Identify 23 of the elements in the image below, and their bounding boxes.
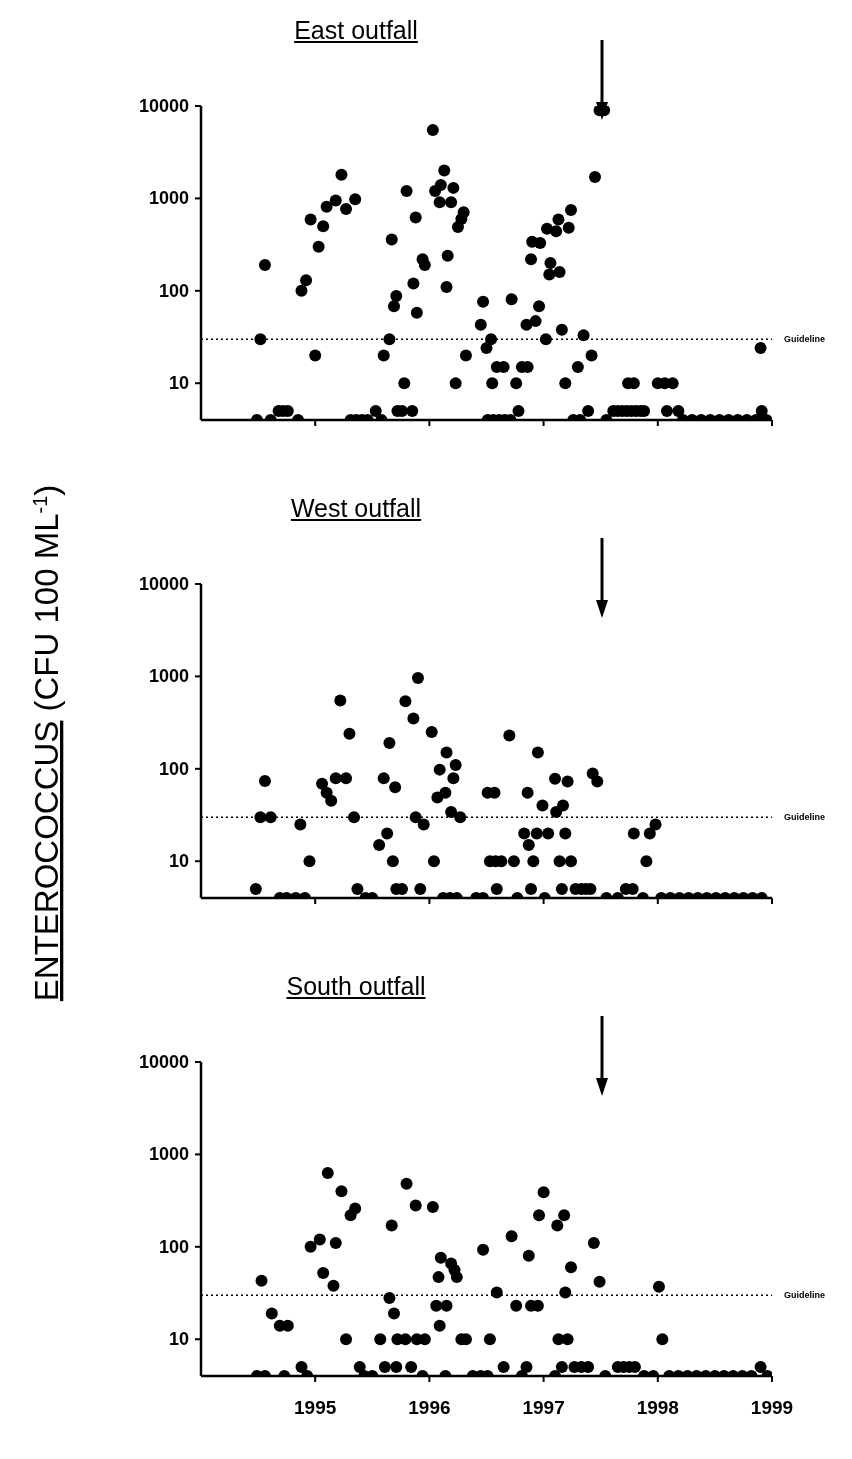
y-tick-label: 10 — [168, 1329, 189, 1350]
y-tick-label: 1000 — [148, 666, 189, 687]
y-tick-label: 10000 — [138, 574, 189, 594]
y-tick-label: 1000 — [148, 188, 189, 209]
x-tick-label: 1998 — [636, 1397, 679, 1418]
chart-title: South outfall — [285, 972, 427, 1001]
ref-line-label: Guideline — [784, 334, 826, 345]
chart-title: East outfall — [293, 16, 419, 45]
y-tick-label: 10 — [168, 851, 189, 872]
y-tick-label: 100 — [158, 1236, 189, 1257]
y-tick-label: 1000 — [148, 1144, 189, 1165]
ref-line-label: Guideline — [784, 1290, 826, 1301]
chart-title: West outfall — [289, 494, 423, 523]
x-tick-label: 1997 — [522, 1397, 565, 1418]
y-tick-label: 100 — [158, 280, 189, 301]
x-tick-label: 1995 — [294, 1397, 337, 1418]
x-tick-label: 1996 — [408, 1397, 451, 1418]
y-tick-label: 100 — [158, 758, 189, 779]
ref-line-label: Guideline — [784, 812, 826, 823]
y-tick-label: 10 — [168, 373, 189, 394]
y-tick-label: 10000 — [138, 1052, 189, 1072]
x-tick-label: 1999 — [750, 1397, 794, 1418]
y-tick-label: 10000 — [138, 96, 189, 116]
